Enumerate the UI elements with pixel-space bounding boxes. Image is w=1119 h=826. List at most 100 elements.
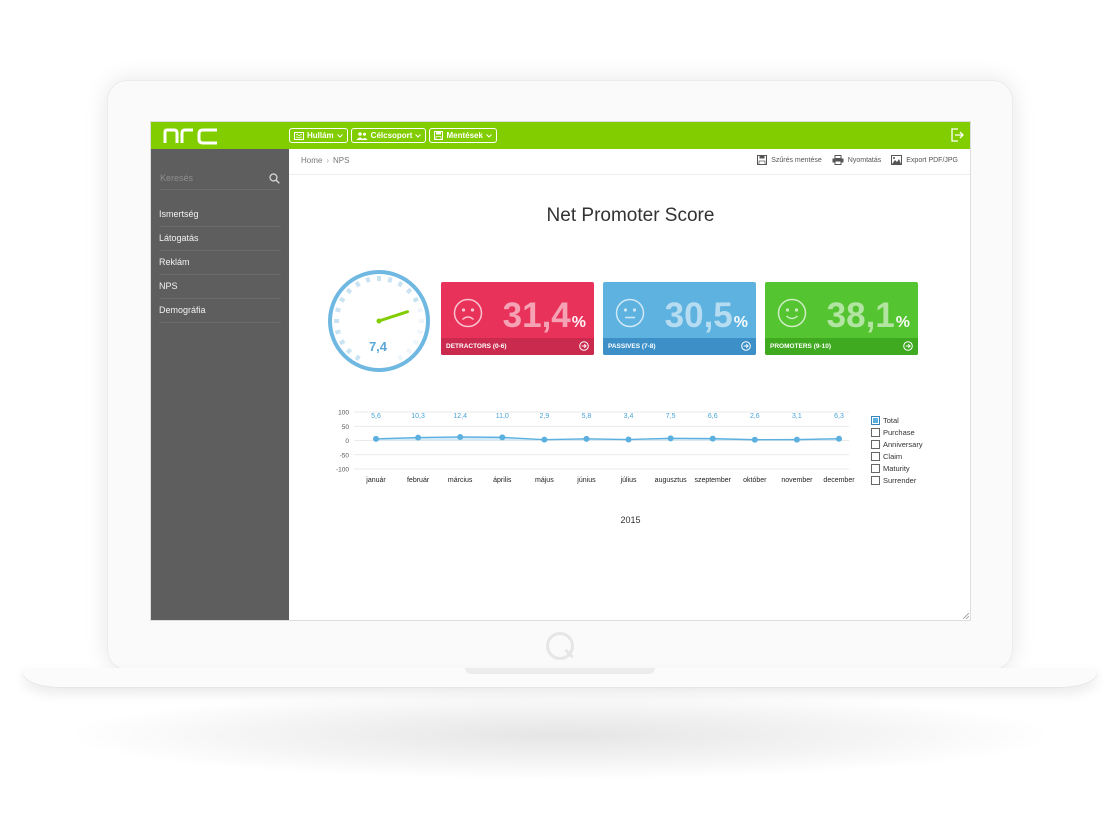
legend-item[interactable]: Maturity — [871, 462, 923, 474]
arrow-circle-icon[interactable] — [903, 341, 913, 351]
x-tick-label: szeptember — [694, 477, 731, 484]
gauge-tick — [365, 277, 371, 283]
legend-item[interactable]: Anniversary — [871, 438, 923, 450]
gauge-tick — [345, 347, 353, 355]
sidebar: Keresés Ismertség Látogatás Reklám NPS D… — [151, 149, 289, 620]
arrow-circle-icon[interactable] — [741, 341, 751, 351]
detractors-label: DETRACTORS (0-6) — [446, 343, 507, 350]
saves-dropdown[interactable]: Mentések — [429, 128, 497, 143]
gauge-tick — [405, 287, 413, 295]
printer-icon — [832, 155, 844, 165]
main-content: Home › NPS Szűrés mentése Nyomtatás Export… — [289, 149, 970, 620]
legend-item[interactable]: Claim — [871, 450, 923, 462]
data-label: 7,5 — [666, 413, 676, 420]
nps-gauge — [328, 270, 430, 372]
data-label: 3,4 — [624, 413, 634, 420]
data-point[interactable] — [709, 435, 716, 442]
print-button[interactable]: Nyomtatás — [832, 155, 881, 165]
data-point[interactable] — [836, 435, 842, 442]
gauge-hub — [376, 318, 382, 324]
legend-item[interactable]: Total — [871, 414, 923, 426]
logout-icon[interactable] — [950, 128, 964, 142]
app-screen: Hullám Célcsoport Mentések Keresés — [150, 121, 971, 621]
sidebar-item-reklam[interactable]: Reklám — [159, 251, 281, 275]
data-point[interactable] — [583, 435, 590, 442]
data-point[interactable] — [541, 436, 548, 443]
legend-checkbox[interactable] — [871, 475, 880, 485]
print-label: Nyomtatás — [847, 156, 882, 164]
promoters-value: 38,1% — [827, 296, 910, 336]
gauge-tick — [417, 329, 423, 335]
legend-checkbox[interactable] — [871, 439, 880, 449]
gauge-tick — [397, 354, 404, 361]
data-point[interactable] — [415, 434, 422, 441]
data-label: 2,9 — [539, 413, 549, 420]
export-button[interactable]: Export PDF/JPG — [891, 155, 958, 165]
data-label: 12,4 — [453, 413, 467, 420]
legend-checkbox[interactable] — [871, 415, 880, 425]
sidebar-item-latogatas[interactable]: Látogatás — [159, 227, 281, 251]
gauge-value: 7,4 — [368, 339, 388, 354]
save-filter-label: Szűrés mentése — [771, 156, 822, 164]
arrow-circle-icon[interactable] — [579, 341, 589, 351]
data-label: 6,3 — [834, 413, 844, 420]
nrc-logo[interactable] — [163, 127, 219, 145]
passives-footer: PASSIVES (7-8) — [603, 338, 756, 355]
data-point[interactable] — [373, 435, 379, 442]
wave-dropdown[interactable]: Hullám — [289, 128, 348, 143]
resize-handle-icon[interactable] — [963, 613, 969, 619]
passives-number: 30,5 — [664, 296, 733, 335]
breadcrumb-home[interactable]: Home — [301, 156, 323, 165]
nps-line-chart: 100 50 0 -50 -100 5,6 január 10,3 február 12,4 már… — [336, 410, 855, 485]
data-point[interactable] — [751, 436, 758, 443]
legend-label: Purchase — [883, 427, 915, 437]
data-point[interactable] — [667, 435, 674, 442]
detractors-footer: DETRACTORS (0-6) — [441, 338, 594, 355]
data-point[interactable] — [625, 436, 632, 443]
legend-checkbox[interactable] — [871, 427, 880, 437]
detractors-card[interactable]: 31,4% DETRACTORS (0-6) — [441, 282, 594, 355]
search-icon[interactable] — [269, 173, 280, 184]
legend-item[interactable]: Purchase — [871, 426, 923, 438]
x-tick-label: augusztus — [655, 477, 687, 484]
gauge-needle — [377, 310, 410, 323]
passives-card[interactable]: 30,5% PASSIVES (7-8) — [603, 282, 756, 355]
gauge-tick — [335, 329, 341, 335]
detractors-unit: % — [571, 314, 586, 331]
search-input[interactable]: Keresés — [160, 173, 194, 183]
neutral-face-icon — [615, 298, 645, 328]
promoters-card[interactable]: 38,1% PROMOTERS (9-10) — [765, 282, 918, 355]
x-tick-label: július — [620, 477, 637, 484]
laptop-base — [22, 668, 1098, 688]
search-field[interactable]: Keresés — [160, 173, 280, 190]
target-group-dropdown[interactable]: Célcsoport — [350, 128, 427, 143]
sidebar-item-demografia[interactable]: Demográfia — [159, 299, 281, 323]
y-tick-label: -50 — [340, 452, 350, 459]
series-line-total — [375, 436, 840, 441]
data-label: 2,6 — [750, 413, 760, 420]
chevron-down-icon — [415, 133, 422, 138]
legend-label: Anniversary — [883, 439, 923, 449]
legend-item[interactable]: Surrender — [871, 474, 923, 486]
x-tick-label: június — [576, 477, 596, 484]
legend-checkbox[interactable] — [871, 463, 880, 473]
gauge-tick — [387, 277, 393, 283]
breadcrumb-current: NPS — [333, 156, 350, 165]
chevron-down-icon — [486, 133, 492, 138]
detractors-number: 31,4 — [502, 296, 571, 335]
data-label: 6,6 — [708, 413, 718, 420]
data-point[interactable] — [457, 433, 464, 440]
sidebar-item-ismertseg[interactable]: Ismertség — [159, 203, 281, 227]
laptop-logo — [546, 632, 574, 660]
sidebar-item-nps[interactable]: NPS — [159, 275, 281, 299]
y-tick-label: 0 — [345, 438, 349, 445]
data-point[interactable] — [793, 436, 800, 443]
x-tick-label: november — [781, 477, 813, 484]
data-point[interactable] — [499, 434, 506, 441]
legend-checkbox[interactable] — [871, 451, 880, 461]
save-filter-button[interactable]: Szűrés mentése — [757, 155, 822, 165]
gauge-tick — [397, 281, 404, 288]
data-label: 3,1 — [792, 413, 802, 420]
legend-label: Surrender — [883, 475, 917, 485]
